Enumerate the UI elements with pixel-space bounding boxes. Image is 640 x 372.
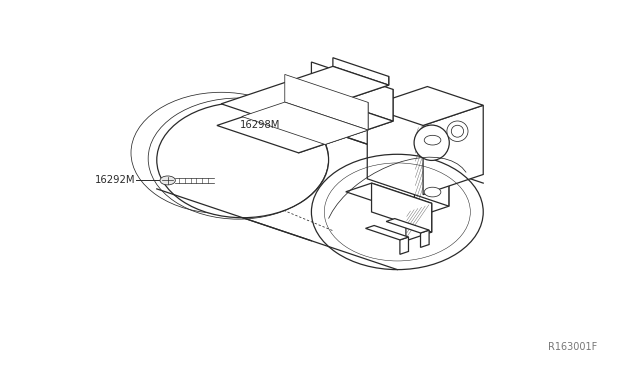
Text: 16292M: 16292M [95,176,135,185]
Ellipse shape [447,121,468,141]
Polygon shape [312,62,393,121]
Polygon shape [420,230,429,247]
Polygon shape [277,77,388,123]
Ellipse shape [157,102,328,218]
Circle shape [424,135,441,145]
Ellipse shape [131,92,312,214]
Polygon shape [217,94,393,153]
Text: R163001F: R163001F [548,342,597,352]
Polygon shape [423,105,483,195]
Polygon shape [415,117,449,218]
Polygon shape [333,89,449,128]
Polygon shape [386,219,429,233]
Polygon shape [325,102,368,144]
Polygon shape [365,225,408,240]
Polygon shape [333,58,388,85]
Polygon shape [298,89,393,153]
Ellipse shape [160,176,175,185]
Ellipse shape [451,125,463,137]
Polygon shape [221,66,388,123]
Polygon shape [367,87,483,125]
Polygon shape [400,237,408,254]
Polygon shape [346,183,432,212]
Text: 16298M: 16298M [240,120,280,129]
Circle shape [424,187,441,197]
Polygon shape [285,74,368,130]
Polygon shape [242,102,368,144]
Polygon shape [372,183,432,232]
Polygon shape [406,203,432,241]
Ellipse shape [414,125,449,160]
Polygon shape [367,89,449,206]
